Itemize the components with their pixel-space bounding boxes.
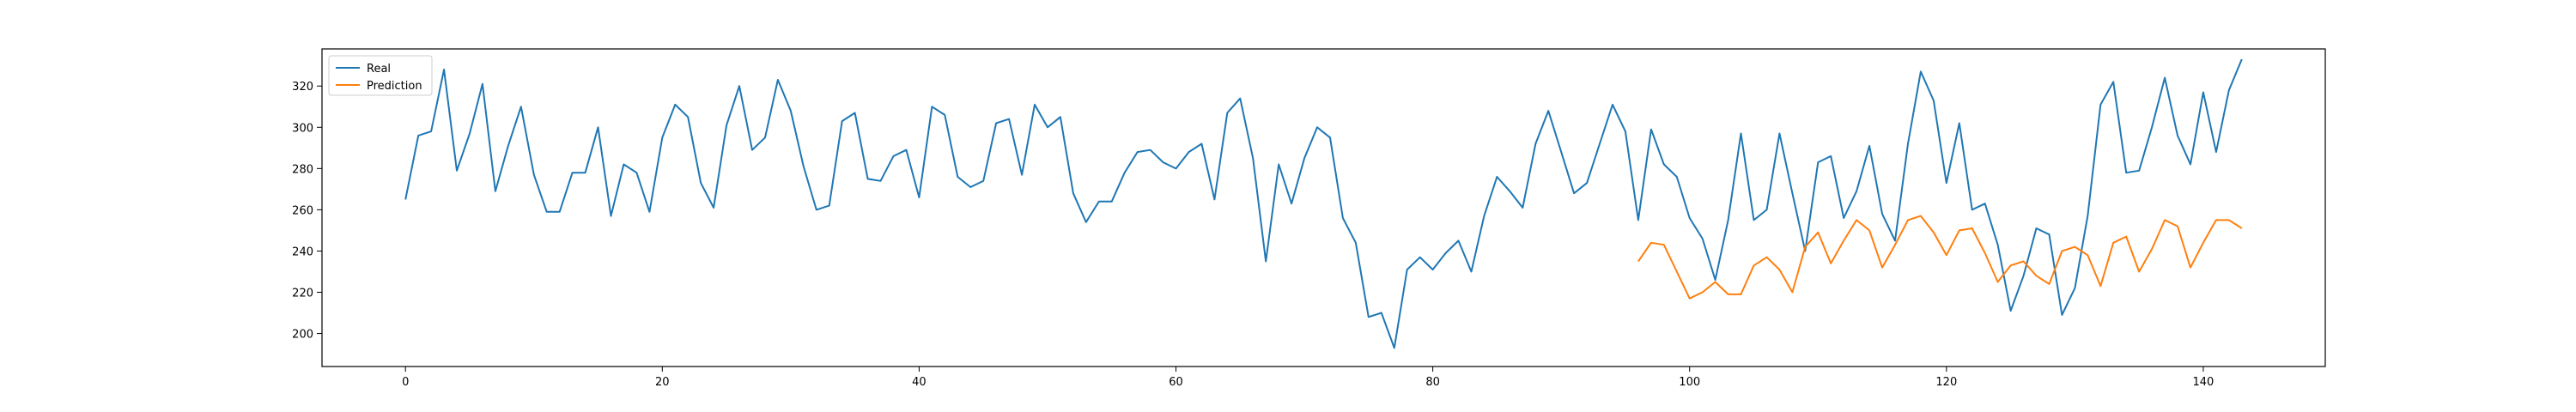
legend-label-real: Real — [367, 63, 391, 76]
y-tick-label: 240 — [292, 245, 313, 258]
x-tick-label: 40 — [912, 376, 927, 389]
x-tick-label: 60 — [1169, 376, 1183, 389]
series-line-prediction — [1637, 215, 2243, 300]
plot-area — [321, 48, 2326, 367]
x-tick-label: 80 — [1425, 376, 1440, 389]
x-tick-label: 120 — [1935, 376, 1957, 389]
y-tick-label: 220 — [292, 288, 313, 300]
x-axis: 0 20 40 60 80 100 120 140 — [402, 367, 2214, 389]
x-tick-label: 20 — [655, 376, 670, 389]
y-tick-label: 200 — [292, 329, 313, 342]
x-tick-label: 0 — [402, 376, 409, 389]
x-tick-label: 140 — [2193, 376, 2215, 389]
y-tick-label: 280 — [292, 163, 313, 176]
legend-label-prediction: Prediction — [367, 80, 422, 93]
legend: Real Prediction — [328, 55, 433, 96]
y-axis: 200 220 240 260 280 300 320 — [292, 81, 322, 342]
series-line-real — [404, 58, 2243, 349]
x-tick-label: 100 — [1679, 376, 1700, 389]
y-tick-label: 260 — [292, 204, 313, 217]
y-tick-label: 300 — [292, 122, 313, 135]
series-layer — [404, 58, 2243, 349]
axes-frame — [321, 48, 2326, 367]
y-tick-label: 320 — [292, 81, 313, 94]
